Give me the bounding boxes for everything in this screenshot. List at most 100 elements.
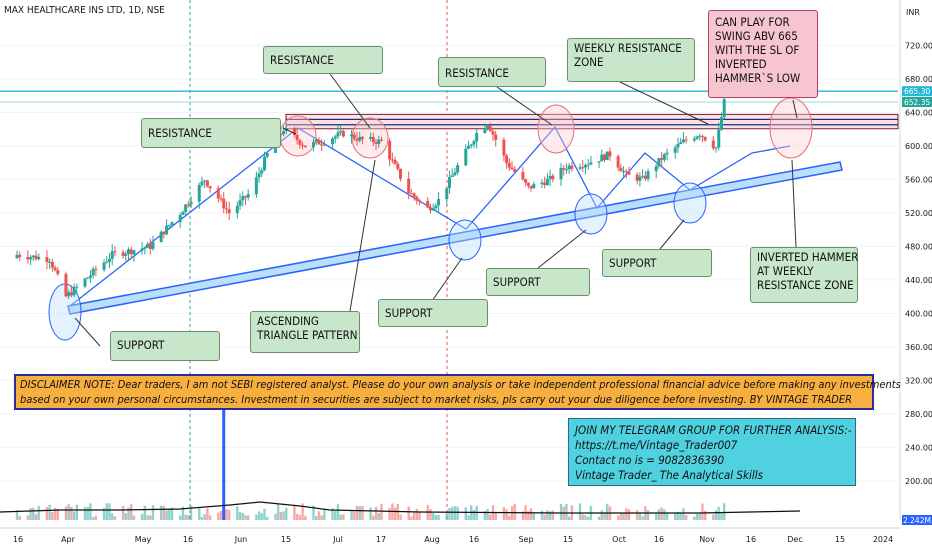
candle-body	[339, 130, 343, 133]
volume-bar	[415, 508, 419, 520]
candle-body	[350, 134, 354, 137]
candle-body	[681, 139, 685, 143]
candle-body	[336, 132, 340, 137]
candle-body	[491, 131, 495, 135]
candle-body	[605, 151, 609, 160]
ascending-line-2: TRIANGLE PATTERN	[257, 328, 358, 342]
candle-body	[393, 159, 397, 165]
candle-body	[282, 131, 286, 135]
candle-body	[700, 135, 704, 137]
candle-body	[521, 172, 525, 180]
volume-bar	[18, 516, 21, 520]
volume-bar	[56, 508, 59, 520]
volume-bar	[263, 508, 266, 520]
time-tick-label: 16	[654, 535, 664, 544]
candle-body	[570, 165, 574, 169]
volume-bar	[301, 503, 304, 520]
volume-bar	[581, 514, 584, 520]
volume-bar	[170, 507, 174, 520]
candle-body	[102, 262, 106, 270]
volume-bar	[102, 508, 106, 520]
price-tick-label: 440.00	[905, 276, 932, 285]
callout-pointer	[659, 219, 685, 250]
volume-bar	[350, 509, 353, 520]
inverted-hammer-label: INVERTED HAMMER AT WEEKLY RESISTANCE ZON…	[750, 247, 858, 303]
candle-body	[301, 144, 305, 146]
volume-bar	[527, 511, 530, 520]
price-tick-label: 240.00	[905, 443, 932, 452]
candle-body	[409, 193, 413, 195]
candle-body	[241, 196, 245, 201]
candle-body	[29, 257, 33, 260]
volume-bar	[453, 506, 457, 520]
candle-body	[124, 253, 128, 256]
volume-bar	[203, 514, 206, 520]
candle-body	[224, 208, 228, 210]
candle-body	[426, 200, 430, 208]
candle-body	[320, 144, 324, 146]
candle-body	[205, 180, 209, 187]
candle-body	[437, 199, 441, 206]
candle-body	[692, 138, 696, 141]
volume-bar	[247, 515, 250, 520]
volume-bar	[627, 509, 631, 520]
volume-bar	[315, 516, 318, 520]
candle-body	[450, 175, 454, 178]
candle-body	[167, 225, 171, 227]
candle-body	[646, 171, 650, 179]
candle-body	[616, 156, 620, 168]
candle-body	[418, 200, 422, 202]
time-tick-label: 2024	[873, 535, 893, 544]
telegram-line-3: Contact no is = 9082836390	[575, 453, 725, 467]
volume-bar	[508, 515, 511, 520]
volume-bar	[532, 513, 535, 520]
volume-bar	[236, 506, 239, 520]
volume-bar	[619, 512, 623, 520]
volume-bar	[451, 507, 454, 520]
time-tick-label: 15	[835, 535, 845, 544]
callout-pointer	[537, 229, 587, 269]
candle-body	[37, 257, 41, 260]
resistance-label-left: RESISTANCE	[141, 118, 281, 148]
candle-body	[608, 151, 612, 157]
candle-body	[178, 214, 182, 223]
can-play-line-4: INVERTED	[715, 57, 767, 71]
volume-bar	[635, 510, 639, 520]
time-tick-label: 16	[13, 535, 23, 544]
volume-bar	[72, 511, 76, 520]
candle-body	[331, 138, 335, 145]
candle-body	[453, 172, 457, 176]
volume-bar	[353, 511, 356, 520]
candle-body	[292, 128, 296, 135]
can-play-line-5: HAMMER`S LOW	[715, 71, 801, 85]
volume-bars	[0, 410, 801, 520]
volume-bar	[502, 507, 506, 520]
candle-body	[165, 225, 169, 235]
volume-bar	[70, 506, 73, 520]
candle-body	[369, 136, 373, 139]
candle-body	[722, 98, 726, 118]
telegram-line-2: https://t.me/Vintage_Trader007	[575, 438, 738, 452]
can-play-line-1: CAN PLAY FOR	[715, 15, 790, 29]
candle-body	[578, 167, 582, 169]
last-price-label: 652.35	[904, 98, 930, 107]
volume-bar	[279, 512, 283, 520]
volume-bar	[67, 504, 70, 520]
price-tick-label: 720.00	[905, 41, 932, 50]
candle-body	[673, 147, 677, 153]
volume-bar	[91, 516, 95, 520]
level-badge	[902, 86, 932, 97]
time-tick-label: Apr	[61, 535, 76, 544]
candle-body	[586, 164, 590, 166]
volume-bar	[179, 515, 182, 520]
volume-bar	[578, 503, 582, 520]
candle-body	[26, 257, 30, 260]
disclaimer-note: DISCLAIMER NOTE: Dear traders, I am not …	[14, 374, 901, 410]
volume-bar	[641, 516, 644, 520]
candle-body	[227, 209, 231, 214]
volume-bar	[32, 507, 35, 520]
highlight-circle	[673, 182, 707, 224]
volume-bar	[548, 511, 552, 520]
